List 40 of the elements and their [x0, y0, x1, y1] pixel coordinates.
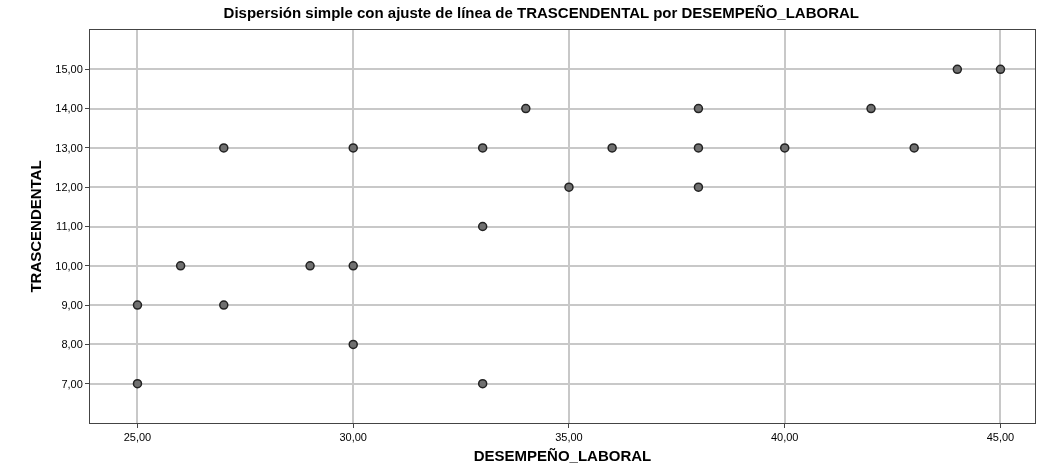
point: [693, 182, 704, 192]
x-tick-label: 35,00: [555, 431, 583, 444]
point: [477, 221, 488, 232]
point: [607, 143, 617, 153]
y-tick-label: 14,00: [55, 102, 83, 115]
point: [952, 64, 963, 75]
x-axis-title: DESEMPEÑO_LABORAL: [473, 447, 652, 465]
point: [693, 143, 704, 153]
point: [348, 143, 358, 153]
x-tick-label: 30,00: [339, 431, 367, 444]
point: [132, 378, 143, 389]
point: [995, 64, 1006, 75]
y-axis-title: TRASCENDENTAL: [26, 160, 44, 293]
point: [175, 261, 186, 271]
chart-title: Dispersión simple con ajuste de línea de TRASCENDENTAL por DESEMPEÑO_LABORAL: [223, 3, 860, 21]
point: [219, 300, 229, 310]
point: [305, 261, 315, 271]
point: [909, 143, 919, 153]
x-tick-label: 40,00: [770, 431, 799, 444]
point: [779, 143, 790, 153]
y-tick-label: 11,00: [56, 220, 83, 233]
point: [477, 378, 488, 389]
point: [564, 182, 574, 192]
point: [521, 103, 531, 114]
point: [132, 300, 143, 310]
x-tick-label: 25,00: [123, 431, 152, 444]
point: [348, 339, 358, 350]
y-tick-label: 9,00: [61, 298, 83, 311]
point: [866, 103, 876, 114]
point: [219, 143, 229, 153]
y-tick-label: 15,00: [55, 63, 83, 76]
point: [348, 261, 358, 271]
x-tick-label: 45,00: [986, 431, 1015, 444]
y-tick-label: 8,00: [61, 338, 83, 351]
point: [693, 103, 704, 114]
y-tick-label: 13,00: [55, 141, 83, 154]
y-tick-label: 10,00: [55, 259, 83, 272]
y-tick-label: 7,00: [61, 377, 83, 390]
y-tick-label: 12,00: [55, 181, 83, 194]
point: [477, 143, 488, 153]
